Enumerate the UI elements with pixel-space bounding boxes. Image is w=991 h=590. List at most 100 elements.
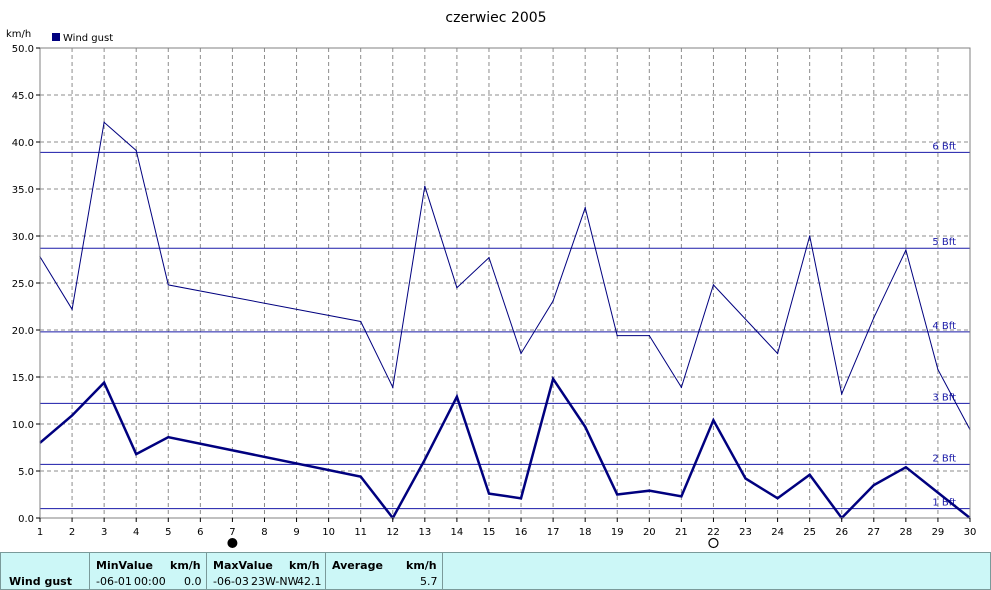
full-moon-icon	[708, 537, 719, 549]
y-tick-label: 50.0	[12, 44, 34, 55]
data-point-average	[809, 474, 811, 476]
wind-gust-chart: czerwiec 2005 km/h Wind gust 1 Bft 2 Bft 3…	[6, 10, 976, 549]
data-point-max	[135, 149, 137, 152]
data-point-max	[456, 287, 458, 289]
max-header: MaxValue	[213, 559, 273, 572]
min-unit: km/h	[170, 559, 201, 572]
max-date: -06-03	[213, 575, 249, 588]
x-tick-label: 16	[515, 527, 528, 538]
data-point-average	[71, 414, 73, 417]
min-date: -06-01	[96, 575, 132, 588]
data-point-max	[167, 284, 169, 286]
x-tick-label: 18	[579, 527, 592, 538]
y-tick-label: 0.0	[18, 514, 34, 525]
y-tick-label: 25.0	[12, 279, 34, 290]
data-point-average	[456, 396, 458, 398]
y-tick-label: 10.0	[12, 420, 34, 431]
x-tick-label: 8	[261, 527, 267, 538]
data-point-max	[392, 386, 394, 388]
moon-phases	[227, 537, 719, 549]
x-axis: 1 2 3 4 5 6 7 8 9 10 11 12 13 14 15 16 17 18 19 20 21 22 23 24 2…	[37, 518, 976, 538]
x-tick-label: 6	[197, 527, 203, 538]
data-point-max	[584, 207, 586, 209]
y-tick-label: 5.0	[18, 467, 34, 478]
y-axis-unit: km/h	[6, 29, 31, 40]
data-point-max	[873, 317, 875, 319]
x-tick-label: 19	[611, 527, 624, 538]
x-tick-label: 22	[707, 527, 720, 538]
data-point-average	[360, 476, 362, 478]
max-unit: km/h	[289, 559, 320, 572]
x-tick-label: 15	[483, 527, 496, 538]
data-point-max	[680, 386, 682, 388]
beaufort-lines: 1 Bft 2 Bft 3 Bft 4 Bft 5 Bft 6 Bft	[40, 141, 970, 510]
legend-label: Wind gust	[63, 33, 113, 44]
x-tick-label: 23	[739, 527, 752, 538]
stats-row-label-cell: Wind gust	[1, 553, 90, 589]
data-point-max	[905, 249, 907, 251]
beaufort-label: 3 Bft	[932, 392, 956, 403]
x-tick-label: 10	[322, 527, 335, 538]
data-point-average	[584, 426, 586, 428]
data-point-max	[776, 352, 779, 355]
data-point-average	[873, 484, 875, 486]
grid	[40, 48, 970, 518]
x-tick-label: 27	[867, 527, 880, 538]
x-tick-label: 2	[69, 527, 75, 538]
data-point-max	[520, 352, 522, 355]
average-cell: Average km/h 5.7	[326, 553, 443, 589]
data-point-max	[809, 235, 811, 237]
x-tick-label: 28	[899, 527, 912, 538]
x-tick-label: 26	[835, 527, 848, 538]
data-point-max	[424, 185, 426, 187]
beaufort-label: 6 Bft	[932, 141, 956, 152]
x-tick-label: 9	[293, 527, 299, 538]
data-point-average	[552, 378, 554, 380]
stats-panel: Wind gust MinValue km/h -06-01 00:00 0.0…	[0, 552, 991, 590]
data-point-max	[712, 284, 715, 286]
series	[39, 121, 971, 521]
x-tick-label: 3	[101, 527, 107, 538]
data-point-average	[488, 492, 490, 495]
data-point-max	[552, 300, 554, 302]
data-point-max	[616, 335, 618, 337]
data-point-max	[841, 393, 843, 395]
x-tick-label: 11	[354, 527, 367, 538]
series-line-max	[39, 121, 971, 430]
min-time: 00:00	[134, 575, 166, 588]
data-point-average	[937, 492, 939, 494]
data-point-average	[712, 419, 715, 421]
avg-header: Average	[332, 559, 383, 572]
x-tick-label: 24	[771, 527, 784, 538]
y-tick-label: 20.0	[12, 326, 34, 337]
x-tick-label: 12	[386, 527, 399, 538]
beaufort-label: 1 Bft	[932, 498, 956, 509]
data-point-average	[616, 493, 618, 496]
min-header: MinValue	[96, 559, 153, 572]
y-tick-label: 40.0	[12, 138, 34, 149]
data-point-max	[360, 320, 362, 323]
data-point-average	[776, 497, 779, 499]
x-tick-label: 21	[675, 527, 688, 538]
data-point-average	[167, 436, 169, 438]
data-point-max	[937, 368, 939, 371]
x-tick-label: 29	[932, 527, 945, 538]
max-value: 42.1	[297, 575, 322, 588]
x-tick-label: 4	[133, 527, 139, 538]
beaufort-label: 5 Bft	[932, 237, 956, 248]
max-value-cell: MaxValue km/h -06-03 23W-NW 42.1	[207, 553, 326, 589]
beaufort-label: 2 Bft	[932, 453, 956, 464]
series-line-average	[39, 375, 971, 521]
data-point-average	[648, 490, 650, 492]
x-tick-label: 13	[418, 527, 431, 538]
new-moon-icon	[227, 538, 238, 548]
avg-value: 5.7	[420, 575, 438, 588]
x-tick-label: 17	[547, 527, 560, 538]
chart-title: czerwiec 2005	[445, 10, 546, 26]
data-point-average	[520, 497, 522, 499]
y-tick-label: 45.0	[12, 91, 34, 102]
data-point-max	[648, 335, 650, 337]
data-point-max	[488, 257, 490, 259]
y-axis: 0.0 5.0 10.0 15.0 20.0 25.0 30.0 35.0 40.0 45.0 50…	[12, 44, 40, 525]
data-point-average	[103, 382, 105, 384]
